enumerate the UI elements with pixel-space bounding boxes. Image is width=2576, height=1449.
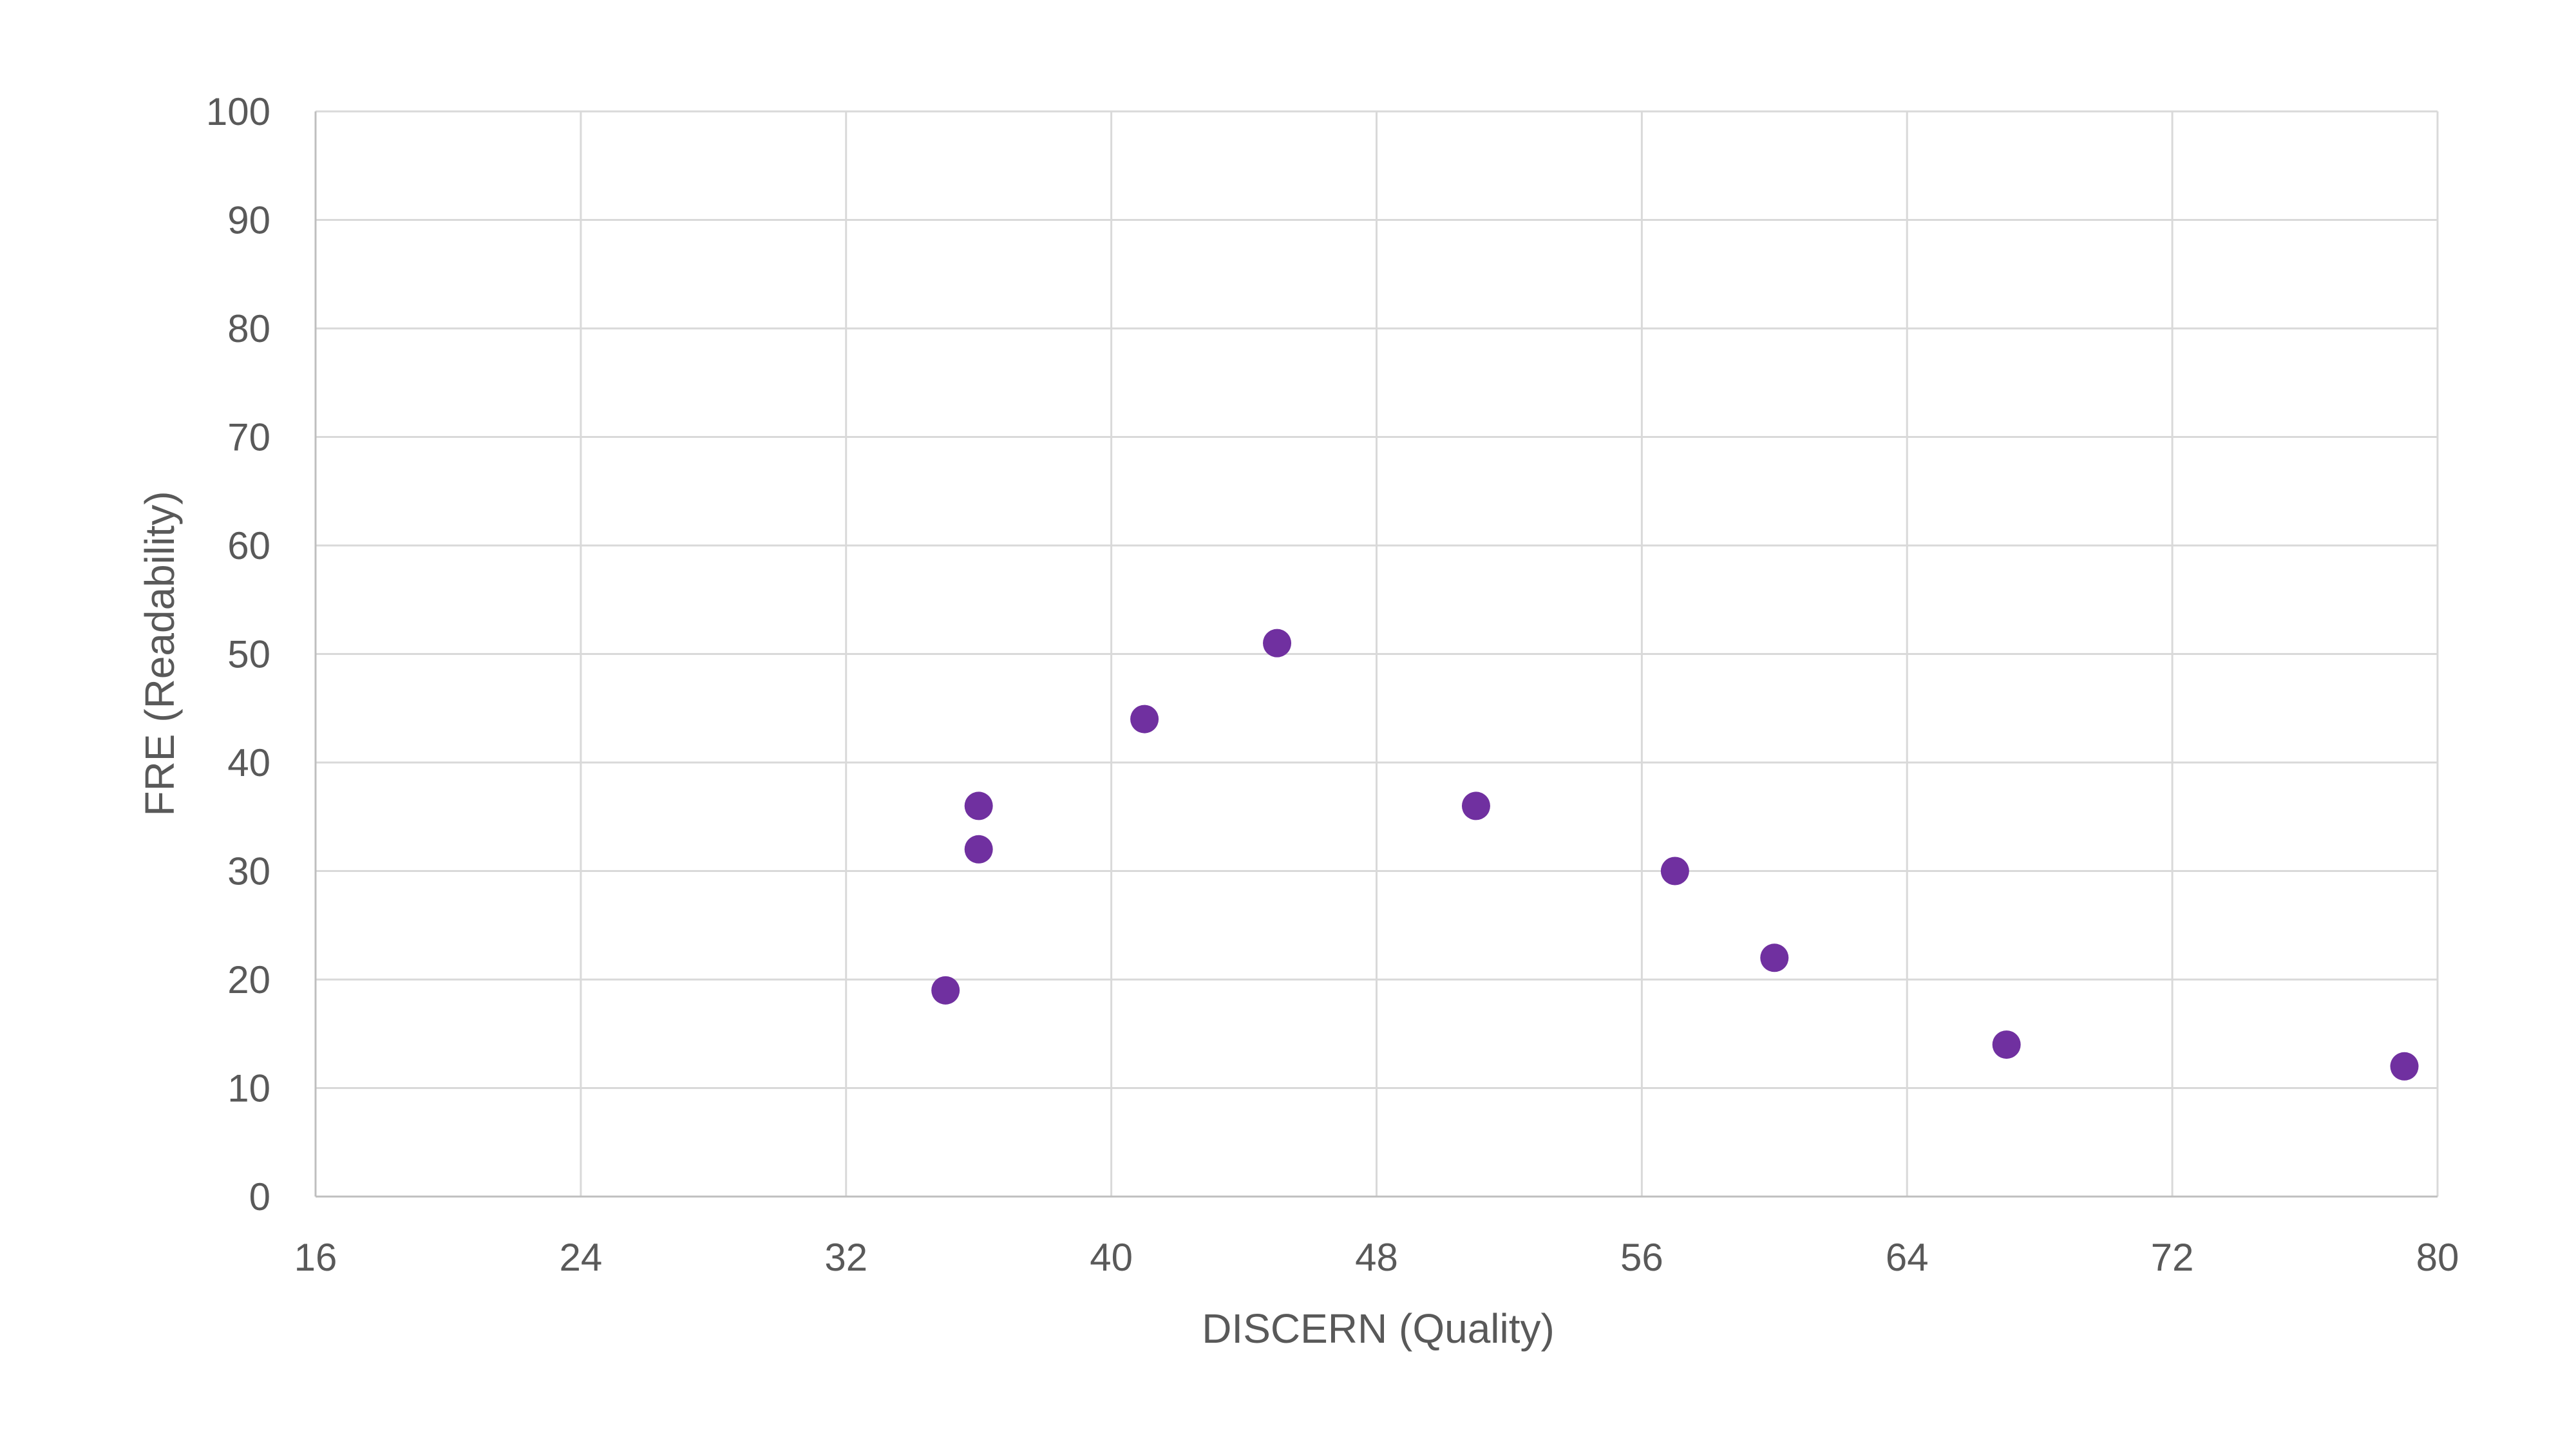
- axes: [314, 111, 2438, 1198]
- data-point: [1130, 705, 1159, 734]
- y-tick-label: 70: [227, 416, 270, 459]
- data-point: [964, 835, 993, 864]
- y-tick-label: 0: [249, 1175, 270, 1218]
- data-point: [1660, 857, 1689, 886]
- x-tick-label: 80: [2416, 1236, 2459, 1279]
- y-tick-label: 30: [227, 850, 270, 893]
- grid: [314, 110, 2439, 1198]
- y-tick-label: 60: [227, 524, 270, 567]
- x-tick-label: 32: [824, 1236, 867, 1279]
- x-axis-title: DISCERN (Quality): [1202, 1305, 1555, 1352]
- y-tick-label: 100: [206, 90, 270, 133]
- x-tick-label: 64: [1886, 1236, 1929, 1279]
- x-tick-label: 48: [1355, 1236, 1398, 1279]
- y-tick-label: 50: [227, 633, 270, 676]
- x-tick-label: 56: [1620, 1236, 1663, 1279]
- tick-labels: 16 24 32 40 48 56 64 72 80 0 10 20 30 40 50 60 70 80 90 100: [206, 90, 2459, 1279]
- y-tick-label: 10: [227, 1067, 270, 1110]
- data-point: [931, 976, 960, 1005]
- data-point: [964, 791, 993, 820]
- x-tick-label: 16: [294, 1236, 337, 1279]
- y-tick-label: 80: [227, 307, 270, 350]
- data-point: [1461, 791, 1490, 820]
- data-points: [931, 629, 2419, 1081]
- y-tick-label: 20: [227, 958, 270, 1001]
- data-point: [1760, 943, 1789, 972]
- data-point: [1263, 629, 1292, 658]
- x-tick-label: 72: [2151, 1236, 2194, 1279]
- x-tick-label: 40: [1090, 1236, 1133, 1279]
- data-point: [1992, 1030, 2021, 1059]
- y-tick-label: 90: [227, 199, 270, 242]
- y-tick-label: 40: [227, 741, 270, 784]
- x-tick-label: 24: [560, 1236, 603, 1279]
- data-point: [2390, 1052, 2419, 1081]
- y-axis-title: FRE (Readability): [137, 491, 183, 816]
